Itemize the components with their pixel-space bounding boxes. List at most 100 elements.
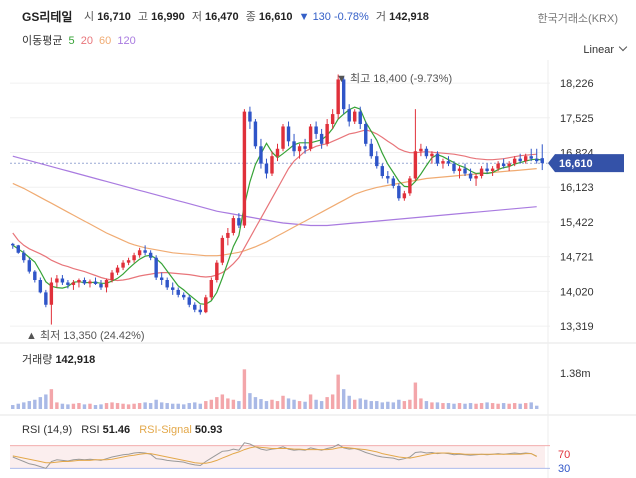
candle-body xyxy=(275,148,280,157)
volume-bar xyxy=(99,404,103,409)
volume-bar xyxy=(386,401,390,409)
high-value: 16,990 xyxy=(151,11,185,23)
candle-body xyxy=(463,168,467,174)
volume-bar xyxy=(170,403,175,409)
candle-body xyxy=(215,262,219,280)
candle-body xyxy=(441,161,445,164)
volume-bar xyxy=(38,397,43,409)
volume-bar xyxy=(93,405,98,409)
volume-bar xyxy=(198,403,202,409)
volume-bar xyxy=(413,382,418,409)
volume-bar xyxy=(308,394,313,409)
volume-bar xyxy=(380,402,385,409)
candle-body xyxy=(38,280,43,293)
rsi-level-30: 30 xyxy=(558,463,571,475)
rsi-pane-label: RSI (14,9) RSI 51.46 RSI-Signal 50.93 xyxy=(22,424,222,436)
volume-bar xyxy=(220,394,225,409)
candle-body xyxy=(71,282,76,285)
quote-summary: 시 16,710 고 16,990 저 16,470 종 16,610 ▼ 13… xyxy=(80,8,429,24)
volume-bar xyxy=(353,399,357,409)
price-tick-label: 15,422 xyxy=(560,217,594,229)
volume-bar xyxy=(281,395,285,409)
candle-body xyxy=(226,232,230,238)
volume-bar xyxy=(148,403,153,409)
candle-body xyxy=(82,280,87,284)
candle-body xyxy=(364,124,368,144)
candle-body xyxy=(60,278,65,283)
volume-bar xyxy=(446,403,451,409)
rsi-signal-name: RSI-Signal xyxy=(139,424,192,436)
ma-legend-120[interactable]: 120 xyxy=(117,35,136,47)
volume-bar xyxy=(292,399,296,409)
candle-body xyxy=(512,158,517,164)
candle-body xyxy=(397,185,401,199)
candle-body xyxy=(353,111,357,122)
candle-body xyxy=(435,153,440,164)
volume-bar xyxy=(529,402,533,409)
volume-bar xyxy=(496,403,500,409)
volume-bar xyxy=(270,399,274,409)
candle-body xyxy=(182,294,186,298)
volume-bar xyxy=(402,401,407,409)
volume-bar xyxy=(358,398,362,409)
volume-bar xyxy=(187,403,191,409)
low-value: 16,470 xyxy=(205,11,239,23)
volume-bar xyxy=(347,395,351,409)
volume-bar xyxy=(71,403,76,409)
candle-body xyxy=(27,260,32,272)
volume-bar xyxy=(88,403,92,409)
volume-bar xyxy=(237,401,241,409)
price-tick-label: 18,226 xyxy=(560,78,594,90)
volume-bar xyxy=(479,403,484,409)
candle-body xyxy=(319,133,324,144)
candle-body xyxy=(104,280,109,288)
ma-legend-20[interactable]: 20 xyxy=(80,35,93,47)
volume-bar xyxy=(55,402,59,409)
ma-legend-5[interactable]: 5 xyxy=(68,35,75,47)
volume-bar xyxy=(391,402,396,409)
scale-dropdown[interactable]: Linear xyxy=(583,42,628,56)
volume-bar xyxy=(33,399,37,409)
volume-bar xyxy=(468,403,473,409)
candle-body xyxy=(452,163,456,172)
candle-body xyxy=(446,161,451,164)
ma-legend-60[interactable]: 60 xyxy=(99,35,112,47)
volume-bar xyxy=(325,397,329,409)
volume-bar xyxy=(457,403,462,409)
volume-bar xyxy=(419,398,423,409)
current-price-tag xyxy=(548,154,624,173)
candle-body xyxy=(115,267,120,273)
volume-bar xyxy=(22,402,26,409)
volume-bar xyxy=(110,402,114,409)
volume-label: 거 xyxy=(375,11,387,23)
volume-bar xyxy=(209,399,214,409)
candle-body xyxy=(88,281,92,284)
candle-body xyxy=(540,158,544,164)
candle-body xyxy=(132,255,136,261)
volume-bar xyxy=(248,393,252,409)
candle-body xyxy=(408,178,412,194)
volume-pane-label: 거래량 142,918 xyxy=(22,351,95,367)
candle-body xyxy=(49,282,54,305)
candle-body xyxy=(209,280,214,298)
candle-body xyxy=(55,278,59,283)
close-value: 16,610 xyxy=(258,11,293,23)
volume-bar xyxy=(314,399,318,409)
ma-legend[interactable]: 이동평균 5 20 60 120 xyxy=(22,32,139,48)
price-tick-label: 16,123 xyxy=(560,182,594,194)
chart-header: GS리테일 시 16,710 고 16,990 저 16,470 종 16,61… xyxy=(0,0,636,60)
open-label: 시 xyxy=(84,11,95,23)
volume-bar xyxy=(165,403,169,409)
candle-body xyxy=(77,280,81,283)
change-value: ▼ 130 -0.78% xyxy=(298,11,369,23)
volume-bar xyxy=(253,397,258,409)
volume-bar xyxy=(275,401,280,409)
ma-legend-label: 이동평균 xyxy=(22,35,63,47)
candle-body xyxy=(126,260,131,263)
candle-body xyxy=(270,156,274,174)
candle-body xyxy=(242,111,247,226)
candle-body xyxy=(198,309,202,313)
candle-body xyxy=(187,297,191,305)
candle-body xyxy=(424,148,429,157)
